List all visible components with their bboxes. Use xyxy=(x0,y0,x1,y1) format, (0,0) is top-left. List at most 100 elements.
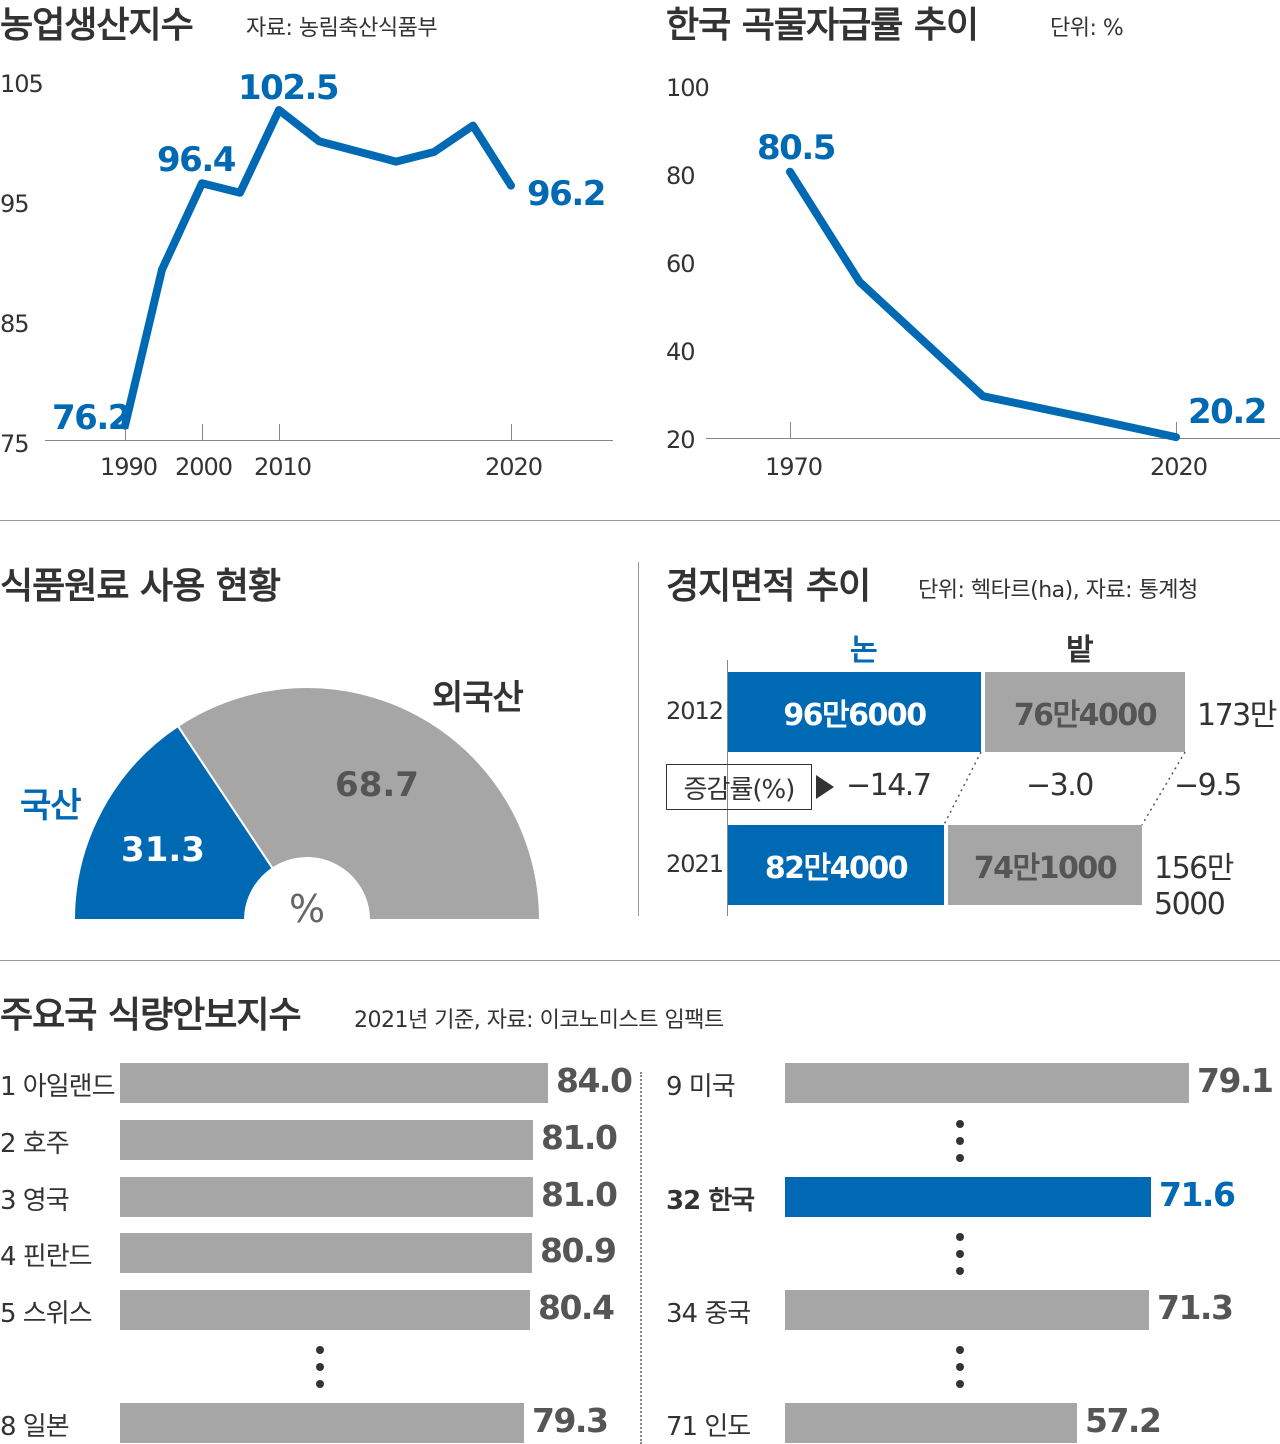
country-label: 2 호주 xyxy=(0,1129,70,1159)
y-tick: 60 xyxy=(666,250,696,278)
country-label: 32 한국 xyxy=(666,1186,755,1216)
x-tick-mark xyxy=(202,424,203,440)
score-value: 80.4 xyxy=(538,1288,615,1327)
country-label: 71 인도 xyxy=(666,1412,751,1442)
slice-label-foreign: 68.7 xyxy=(335,765,419,805)
score-bar xyxy=(785,1177,1151,1217)
change-rate-label: 증감률(%) xyxy=(666,764,812,810)
country-label: 9 미국 xyxy=(666,1072,736,1102)
y-tick: 40 xyxy=(666,338,696,366)
total-2012: 173만 xyxy=(1197,698,1277,733)
score-bar xyxy=(785,1290,1149,1330)
grain-title: 한국 곡물자급률 추이 xyxy=(666,5,979,46)
bar-2012-paddy: 96만6000 xyxy=(728,672,981,752)
score-value: 71.3 xyxy=(1157,1288,1234,1327)
country-label: 8 일본 xyxy=(0,1412,70,1442)
change-connectors xyxy=(943,751,1186,826)
data-label-last: 96.2 xyxy=(527,174,606,214)
legend-paddy: 논 xyxy=(850,633,878,668)
y-tick: 100 xyxy=(666,74,710,102)
bar-label: 74만1000 xyxy=(973,851,1118,886)
x-tick-mark xyxy=(1176,422,1177,438)
arrow-right-icon xyxy=(816,775,834,799)
connector-field xyxy=(1141,751,1186,826)
y-tick: 80 xyxy=(666,162,696,190)
score-bar xyxy=(120,1233,532,1273)
data-label-peak: 102.5 xyxy=(238,68,340,108)
change-field: −3.0 xyxy=(1026,768,1094,803)
semi-donut: % 31.3 68.7 xyxy=(72,686,542,931)
y-tick: 105 xyxy=(0,70,44,98)
column-divider xyxy=(640,1072,642,1444)
grain-unit: 단위: % xyxy=(1050,16,1124,41)
grain-plot xyxy=(786,167,1180,442)
score-value: 84.0 xyxy=(556,1061,633,1100)
y-tick: 95 xyxy=(0,190,30,218)
section-divider xyxy=(0,960,1280,961)
bar-2021-paddy: 82만4000 xyxy=(728,825,944,905)
section-divider-vertical xyxy=(638,562,639,916)
year-2012: 2012 xyxy=(666,697,724,725)
slice-domestic xyxy=(72,724,275,921)
x-axis-line xyxy=(45,440,613,441)
legend-foreign: 외국산 xyxy=(432,678,524,718)
food-security-source: 2021년 기준, 자료: 이코노미스트 임팩트 xyxy=(354,1008,724,1033)
x-tick: 2020 xyxy=(1150,453,1208,481)
agri-index-source: 자료: 농림축산식품부 xyxy=(246,16,438,41)
score-bar xyxy=(120,1290,530,1330)
y-tick: 85 xyxy=(0,310,30,338)
data-label-1970: 80.5 xyxy=(757,128,836,168)
food-security-title: 주요국 식량안보지수 xyxy=(0,995,302,1036)
score-bar xyxy=(120,1403,524,1443)
section-divider xyxy=(0,520,1280,521)
score-bar xyxy=(785,1063,1189,1103)
farmland-title: 경지면적 추이 xyxy=(666,566,871,607)
bar-label: 76만4000 xyxy=(1013,698,1158,733)
score-bar xyxy=(120,1177,533,1217)
score-value: 79.1 xyxy=(1197,1061,1274,1100)
data-label-2020: 20.2 xyxy=(1188,392,1267,432)
ellipsis-dots xyxy=(955,1346,965,1397)
food-material-title: 식품원료 사용 현황 xyxy=(0,566,281,607)
bar-2021-field: 74만1000 xyxy=(948,825,1142,905)
x-tick-mark xyxy=(279,424,280,440)
grain-line xyxy=(786,167,1180,442)
x-tick-mark xyxy=(790,422,791,438)
score-value: 79.3 xyxy=(532,1401,609,1440)
ellipsis-dots xyxy=(955,1233,965,1284)
bar-label: 96만6000 xyxy=(783,698,927,733)
x-tick: 2010 xyxy=(254,453,312,481)
agri-index-plot xyxy=(121,106,515,430)
score-bar xyxy=(120,1120,533,1160)
x-tick-mark xyxy=(511,424,512,440)
score-value: 57.2 xyxy=(1085,1401,1162,1440)
connector-paddy xyxy=(943,751,982,826)
legend-field: 밭 xyxy=(1066,633,1094,668)
slice-label-domestic: 31.3 xyxy=(121,830,205,870)
bar-baseline xyxy=(727,660,728,916)
country-label: 4 핀란드 xyxy=(0,1242,93,1272)
y-tick: 20 xyxy=(666,426,696,454)
x-tick: 2020 xyxy=(485,453,543,481)
score-bar xyxy=(120,1063,548,1103)
score-value: 71.6 xyxy=(1159,1175,1236,1214)
bar-2012-field: 76만4000 xyxy=(985,672,1185,752)
center-unit: % xyxy=(289,887,325,931)
x-tick: 2000 xyxy=(175,453,233,481)
score-value: 81.0 xyxy=(541,1175,618,1214)
country-label: 1 아일랜드 xyxy=(0,1072,115,1102)
x-tick: 1990 xyxy=(100,453,158,481)
farmland-unit: 단위: 헥타르(ha), 자료: 통계청 xyxy=(918,578,1198,603)
country-label: 34 중국 xyxy=(666,1299,751,1329)
change-total: −9.5 xyxy=(1174,768,1242,803)
score-value: 81.0 xyxy=(541,1118,618,1157)
data-label-2000: 96.4 xyxy=(157,140,236,180)
x-tick: 1970 xyxy=(765,453,823,481)
country-label: 3 영국 xyxy=(0,1186,70,1216)
data-label-1990: 76.2 xyxy=(52,398,131,438)
agri-index-title: 농업생산지수 xyxy=(0,5,194,46)
country-label: 5 스위스 xyxy=(0,1299,93,1329)
ellipsis-dots xyxy=(955,1120,965,1171)
score-bar xyxy=(785,1403,1077,1443)
x-axis-line xyxy=(706,438,1280,439)
